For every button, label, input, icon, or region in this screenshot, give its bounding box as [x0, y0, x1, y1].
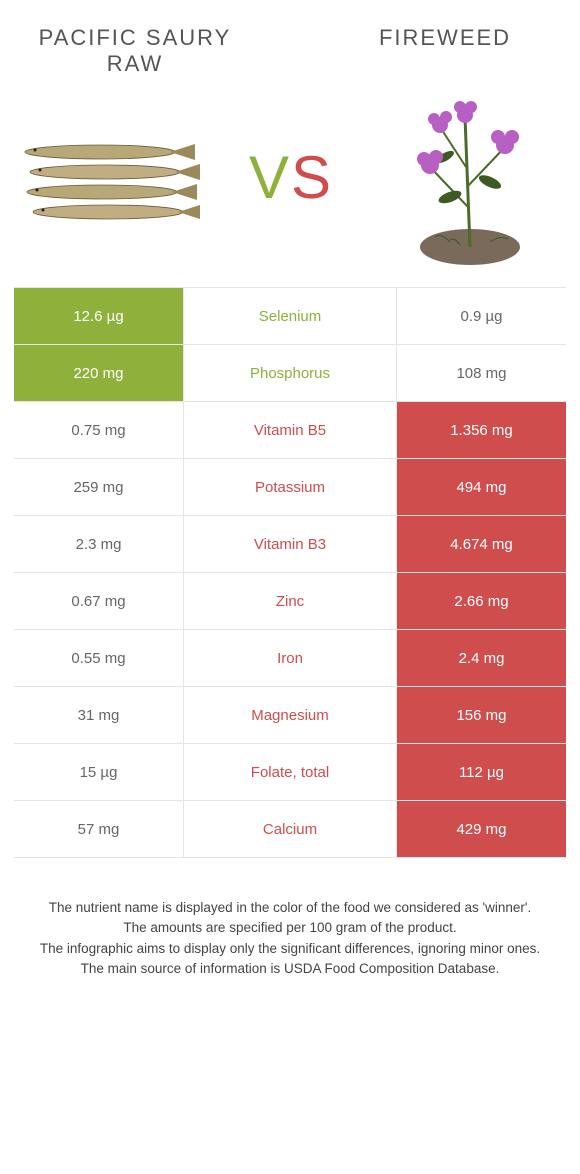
vs-label: VS	[249, 143, 331, 212]
nutrient-table: 12.6 µgSelenium0.9 µg220 mgPhosphorus108…	[14, 287, 566, 858]
left-value-cell: 57 mg	[14, 801, 184, 857]
right-value-cell: 112 µg	[396, 744, 566, 800]
nutrient-name: Potassium	[184, 459, 396, 515]
header-titles: Pacific saury raw Fireweed	[0, 0, 580, 87]
footer-line: The infographic aims to display only the…	[30, 939, 550, 959]
right-value-cell: 494 mg	[396, 459, 566, 515]
plant-icon	[390, 87, 550, 267]
images-row: VS	[0, 87, 580, 287]
right-food-title: Fireweed	[330, 25, 560, 51]
table-row: 57 mgCalcium429 mg	[14, 801, 566, 858]
nutrient-name: Zinc	[184, 573, 396, 629]
footer-line: The amounts are specified per 100 gram o…	[30, 918, 550, 938]
vs-v: V	[249, 143, 289, 212]
left-value-cell: 0.55 mg	[14, 630, 184, 686]
table-row: 0.75 mgVitamin B51.356 mg	[14, 402, 566, 459]
left-value-cell: 12.6 µg	[14, 288, 184, 344]
table-row: 2.3 mgVitamin B34.674 mg	[14, 516, 566, 573]
footer-line: The nutrient name is displayed in the co…	[30, 898, 550, 918]
nutrient-name: Selenium	[184, 288, 396, 344]
nutrient-name: Phosphorus	[184, 345, 396, 401]
table-row: 15 µgFolate, total112 µg	[14, 744, 566, 801]
right-value-cell: 429 mg	[396, 801, 566, 857]
right-value-cell: 108 mg	[396, 345, 566, 401]
nutrient-name: Iron	[184, 630, 396, 686]
table-row: 259 mgPotassium494 mg	[14, 459, 566, 516]
nutrient-name: Magnesium	[184, 687, 396, 743]
footer-line: The main source of information is USDA F…	[30, 959, 550, 979]
nutrient-name: Folate, total	[184, 744, 396, 800]
left-value-cell: 220 mg	[14, 345, 184, 401]
left-value-cell: 31 mg	[14, 687, 184, 743]
right-food-image	[380, 97, 560, 257]
table-row: 220 mgPhosphorus108 mg	[14, 345, 566, 402]
table-row: 0.55 mgIron2.4 mg	[14, 630, 566, 687]
table-row: 12.6 µgSelenium0.9 µg	[14, 288, 566, 345]
table-row: 31 mgMagnesium156 mg	[14, 687, 566, 744]
left-value-cell: 0.67 mg	[14, 573, 184, 629]
nutrient-name: Calcium	[184, 801, 396, 857]
footer-notes: The nutrient name is displayed in the co…	[0, 858, 580, 979]
right-value-cell: 1.356 mg	[396, 402, 566, 458]
left-food-title: Pacific saury raw	[20, 25, 250, 77]
right-value-cell: 4.674 mg	[396, 516, 566, 572]
left-value-cell: 259 mg	[14, 459, 184, 515]
nutrient-name: Vitamin B3	[184, 516, 396, 572]
table-row: 0.67 mgZinc2.66 mg	[14, 573, 566, 630]
fish-icon	[20, 117, 200, 237]
right-value-cell: 2.4 mg	[396, 630, 566, 686]
nutrient-name: Vitamin B5	[184, 402, 396, 458]
left-food-image	[20, 97, 200, 257]
right-value-cell: 156 mg	[396, 687, 566, 743]
right-value-cell: 2.66 mg	[396, 573, 566, 629]
left-value-cell: 0.75 mg	[14, 402, 184, 458]
left-value-cell: 2.3 mg	[14, 516, 184, 572]
vs-s: S	[291, 143, 331, 212]
right-value-cell: 0.9 µg	[396, 288, 566, 344]
left-value-cell: 15 µg	[14, 744, 184, 800]
